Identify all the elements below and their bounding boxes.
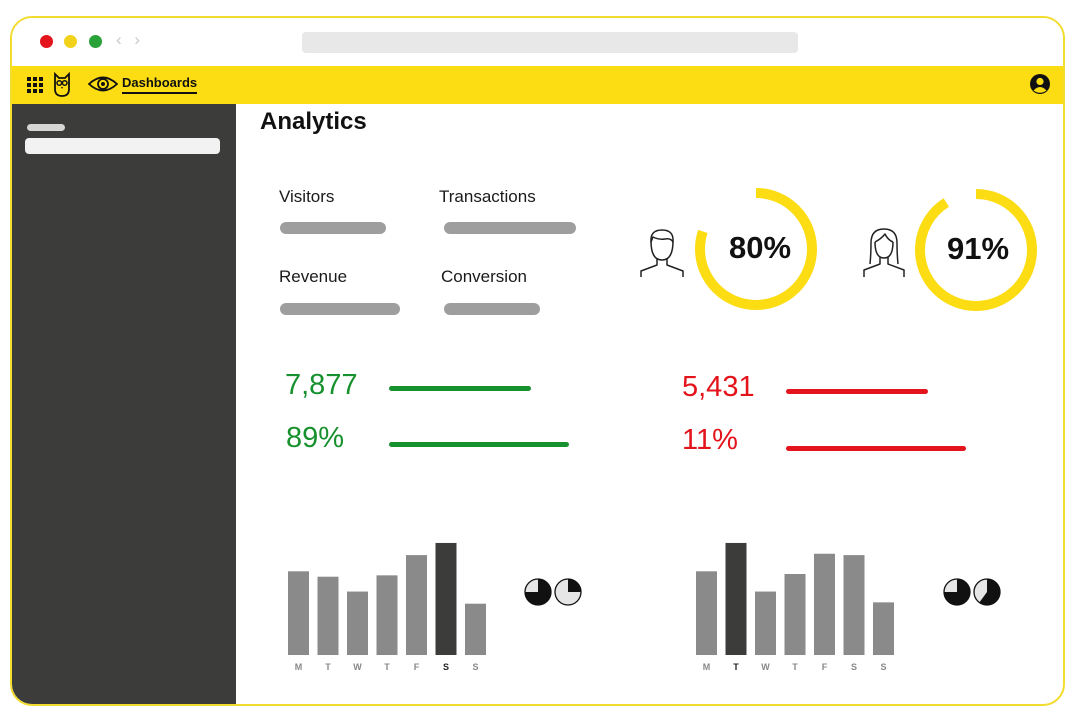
stat-right-value-1: 5,431 xyxy=(682,371,755,403)
chart0-bar-4 xyxy=(406,555,427,655)
chart1-bar-5 xyxy=(843,555,865,655)
account-icon[interactable] xyxy=(1029,73,1051,95)
metric-label-conversion: Conversion xyxy=(441,267,527,286)
chart0-tick-label-4: F xyxy=(414,662,420,672)
address-bar[interactable] xyxy=(302,32,798,53)
chart0-tick-label-1: T xyxy=(325,662,331,672)
sidebar-placeholder-short xyxy=(27,124,65,131)
sidebar xyxy=(12,104,236,704)
metric-value-placeholder xyxy=(444,303,540,315)
stat-right-value-2: 11% xyxy=(682,424,738,456)
sidebar-placeholder-item[interactable] xyxy=(25,138,220,154)
chart1-tick-label-2: W xyxy=(761,662,770,672)
gauge-ring-female xyxy=(915,189,1037,311)
gauge-value-female: 91% xyxy=(946,231,1010,266)
mini-pies-1 xyxy=(524,578,582,606)
browser-titlebar: ‹ › xyxy=(12,18,1063,66)
mini-pies-2 xyxy=(943,578,1001,606)
chart0-tick-label-0: M xyxy=(295,662,303,672)
gauge-ring-male xyxy=(695,188,817,310)
app-header: Dashboards xyxy=(12,66,1063,104)
owl-logo-icon[interactable] xyxy=(52,72,72,98)
chart1-bar-2 xyxy=(755,591,776,655)
stat-left-value-1: 7,877 xyxy=(285,369,358,401)
chart1-tick-label-4: F xyxy=(822,662,828,672)
chart1-tick-label-0: M xyxy=(703,662,711,672)
apps-grid-icon[interactable] xyxy=(27,77,43,93)
chart1-tick-label-1: T xyxy=(733,662,739,672)
chart1-tick-label-5: S xyxy=(851,662,857,672)
metric-value-placeholder xyxy=(280,222,386,234)
metric-label-visitors: Visitors xyxy=(279,187,335,206)
metric-label-revenue: Revenue xyxy=(279,267,348,286)
chart1-tick-label-6: S xyxy=(880,662,886,672)
gauge-value-male: 80% xyxy=(728,230,792,265)
stat-right-bar-2 xyxy=(786,446,966,451)
mini-pie-1-1-slice xyxy=(979,579,1000,605)
chart1-bar-6 xyxy=(873,602,894,655)
chart0-bar-2 xyxy=(347,591,368,655)
page-title: Analytics xyxy=(260,108,367,135)
chart0-bar-0 xyxy=(288,571,309,655)
mini-pie-1-0-slice xyxy=(944,579,970,605)
female-user-icon xyxy=(863,228,905,277)
stat-left-bar-2 xyxy=(389,442,569,447)
chart0-bar-1 xyxy=(317,576,339,655)
chart1-bar-4 xyxy=(814,553,835,655)
chart0-tick-label-5: S xyxy=(443,662,449,672)
stat-left-value-2: 89% xyxy=(286,422,345,454)
mini-pie-0-1-slice xyxy=(568,579,581,592)
chart1-bar-3 xyxy=(784,574,806,655)
metric-value-placeholder xyxy=(444,222,576,234)
stat-right-bar-1 xyxy=(786,389,928,394)
chart0-bar-3 xyxy=(376,575,398,655)
nav-arrows-icon[interactable]: ‹ › xyxy=(116,30,145,49)
chart0-bar-5 xyxy=(435,542,457,655)
chart0-tick-label-3: T xyxy=(384,662,390,672)
maximize-window-button[interactable] xyxy=(89,35,102,48)
stat-left-bar-1 xyxy=(389,386,531,391)
chart0-bar-6 xyxy=(465,603,486,655)
nav-dashboards[interactable]: Dashboards xyxy=(122,75,198,94)
chart1-tick-label-3: T xyxy=(792,662,798,672)
mini-pie-0-0-slice xyxy=(525,579,551,605)
metric-value-placeholder xyxy=(280,303,400,315)
close-window-button[interactable] xyxy=(40,35,53,48)
minimize-window-button[interactable] xyxy=(64,35,77,48)
chart1-bar-0 xyxy=(696,571,717,655)
chart0-tick-label-2: W xyxy=(353,662,362,672)
male-user-icon xyxy=(640,229,684,277)
eye-icon xyxy=(88,76,118,92)
chart0-tick-label-6: S xyxy=(472,662,478,672)
metric-label-transactions: Transactions xyxy=(439,187,536,206)
chart1-bar-1 xyxy=(725,542,747,655)
